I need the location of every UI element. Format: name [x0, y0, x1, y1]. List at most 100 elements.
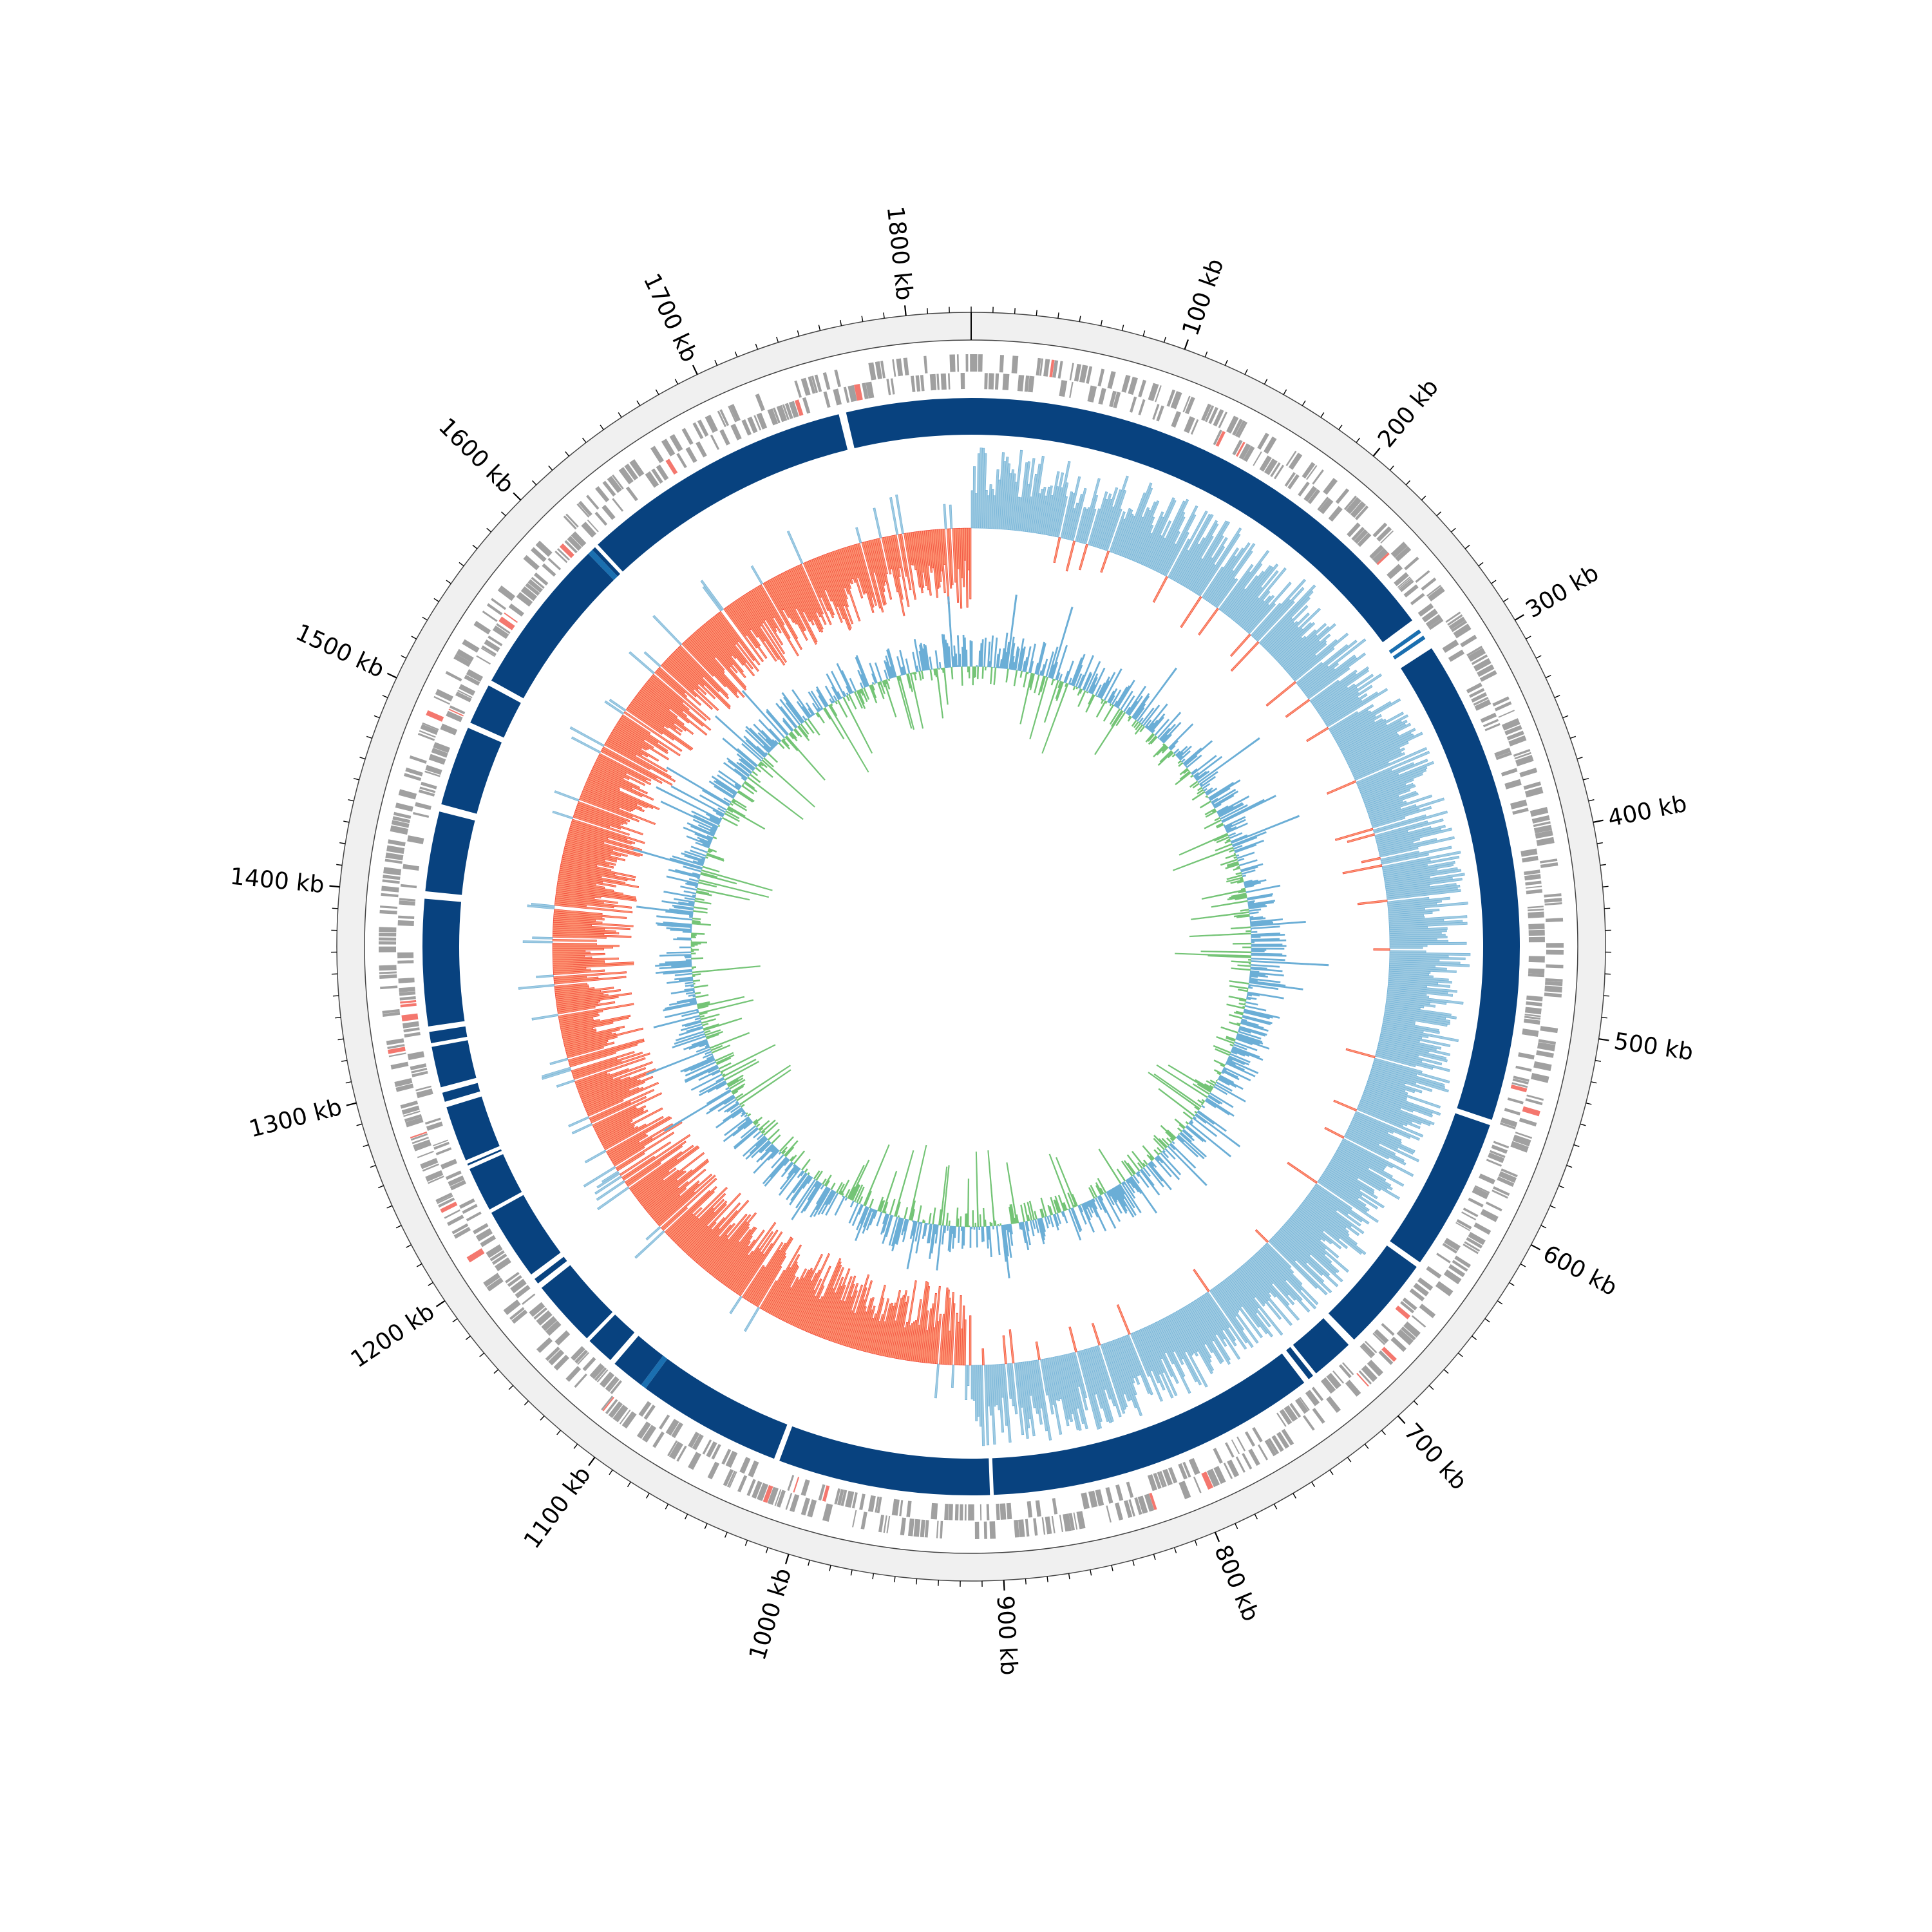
- minor-tick: [1057, 312, 1059, 319]
- gene-feature: [840, 1490, 848, 1506]
- minor-tick: [1421, 495, 1426, 500]
- gene-feature: [435, 1192, 453, 1203]
- gene-feature: [553, 1354, 569, 1371]
- gene-feature: [636, 1421, 651, 1439]
- gene-feature: [999, 355, 1005, 373]
- minor-tick: [332, 907, 338, 909]
- gene-feature: [1498, 710, 1515, 718]
- gene-feature: [618, 467, 634, 485]
- gene-feature: [1425, 614, 1442, 628]
- minor-tick: [1497, 1300, 1503, 1305]
- gene-feature: [756, 412, 768, 430]
- tick-label: 800 kb: [1209, 1541, 1264, 1625]
- gene-feature: [1138, 379, 1147, 397]
- gene-feature: [392, 816, 410, 824]
- gene-feature: [1059, 1515, 1064, 1533]
- gene-feature: [1448, 649, 1465, 662]
- gene-feature: [1238, 443, 1251, 460]
- gene-feature: [747, 416, 758, 433]
- gene-feature: [1267, 1437, 1280, 1455]
- gene-feature: [1445, 611, 1461, 623]
- gene-feature: [1252, 1426, 1263, 1443]
- gene-feature: [607, 475, 622, 493]
- gene-feature: [1495, 752, 1512, 761]
- gene-feature: [381, 886, 399, 893]
- gene-feature: [1494, 747, 1511, 757]
- gene-feature: [931, 1502, 938, 1520]
- gene-feature: [1017, 375, 1025, 392]
- gene-feature: [440, 1201, 458, 1213]
- gene-feature: [1528, 973, 1544, 978]
- gene-feature: [1138, 399, 1146, 415]
- minor-tick: [808, 1560, 810, 1566]
- gene-feature: [450, 1180, 466, 1191]
- gene-feature: [767, 408, 779, 426]
- gene-feature: [1545, 978, 1563, 982]
- gene-feature: [554, 1330, 571, 1346]
- gc-skew-track: [518, 448, 1471, 1446]
- gene-feature: [1471, 654, 1488, 665]
- minor-tick: [465, 1336, 471, 1340]
- minor-tick: [1090, 1569, 1092, 1576]
- gene-feature: [1421, 609, 1438, 623]
- gene-feature: [1068, 1513, 1075, 1531]
- gene-feature: [1027, 1501, 1033, 1518]
- gene-feature: [860, 1511, 867, 1530]
- gene-feature: [878, 1514, 885, 1533]
- gene-feature: [923, 355, 928, 374]
- gene-feature: [1153, 1472, 1162, 1490]
- gene-feature: [1185, 396, 1195, 415]
- gene-feature: [403, 1027, 420, 1033]
- gene-feature: [984, 373, 988, 390]
- major-tick: [329, 885, 340, 888]
- minor-tick: [1235, 1523, 1238, 1530]
- gene-feature: [1443, 1269, 1462, 1285]
- gene-feature: [753, 415, 762, 431]
- gene-feature: [1052, 1498, 1058, 1515]
- minor-tick: [386, 1205, 393, 1209]
- gene-feature: [1491, 1144, 1508, 1154]
- minor-tick: [1436, 511, 1441, 516]
- gene-feature: [1528, 911, 1544, 918]
- gene-feature: [1188, 1458, 1200, 1475]
- gene-feature: [1426, 1265, 1442, 1279]
- minor-tick: [339, 842, 346, 844]
- gene-feature: [1451, 620, 1468, 632]
- gene-feature: [1043, 359, 1050, 377]
- gene-feature: [399, 898, 416, 902]
- gene-feature: [1513, 748, 1531, 757]
- gene-feature: [818, 1484, 826, 1501]
- gene-feature: [1372, 1332, 1386, 1345]
- gene-feature: [968, 1504, 974, 1520]
- gene-feature: [1395, 1305, 1411, 1320]
- gene-feature: [399, 991, 416, 996]
- minor-tick: [765, 1547, 769, 1553]
- gene-feature: [1115, 1502, 1124, 1520]
- gene-feature: [1204, 405, 1215, 422]
- gene-feature: [1452, 1260, 1468, 1272]
- gene-feature: [1303, 486, 1318, 502]
- gene-feature: [1326, 1396, 1341, 1413]
- major-tick: [588, 1457, 596, 1466]
- gene-feature: [706, 1441, 717, 1458]
- gene-feature: [464, 674, 480, 686]
- major-tick: [1397, 1415, 1406, 1425]
- gene-feature: [907, 1518, 914, 1537]
- gene-feature: [1518, 1052, 1535, 1060]
- gene-feature: [379, 937, 397, 941]
- minor-tick: [524, 1400, 529, 1406]
- gene-feature: [1460, 634, 1477, 648]
- minor-tick: [493, 1369, 499, 1374]
- gene-feature: [525, 582, 540, 596]
- gene-feature: [624, 463, 638, 481]
- gene-feature: [420, 724, 439, 735]
- gene-feature: [428, 753, 446, 765]
- gene-feature: [1395, 546, 1412, 562]
- gene-feature: [1156, 405, 1164, 422]
- minor-tick: [1566, 1164, 1573, 1168]
- gene-feature: [422, 722, 439, 731]
- gene-feature: [1396, 1329, 1414, 1345]
- contig-block: [589, 1314, 635, 1360]
- gene-feature: [1380, 530, 1394, 544]
- minor-tick: [348, 799, 354, 802]
